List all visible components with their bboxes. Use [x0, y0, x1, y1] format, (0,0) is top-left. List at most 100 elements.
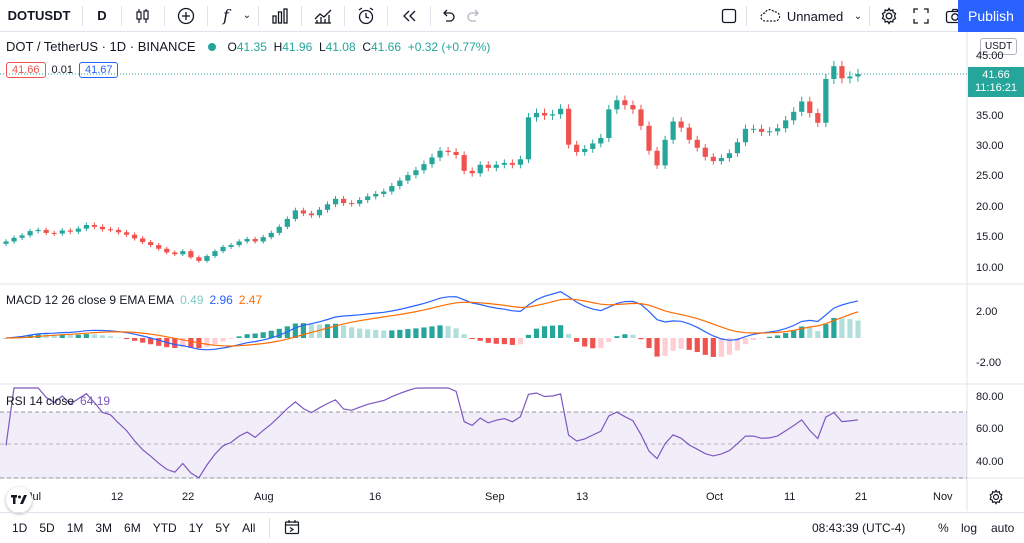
range-5d[interactable]: 5D [39, 521, 55, 535]
candle-body [300, 210, 306, 214]
macd-histogram [3, 317, 861, 357]
auto-scale-toggle[interactable]: auto [991, 521, 1015, 535]
macd-hist-bar [477, 338, 483, 341]
macd-hist-bar [172, 338, 178, 349]
macd-title[interactable]: MACD 12 26 close 9 EMA EMA [6, 293, 175, 307]
candle-body [437, 150, 443, 158]
symbol-search-button[interactable]: DOTUSDT [7, 8, 71, 23]
macd-hist-bar [590, 338, 596, 349]
rsi-title[interactable]: RSI 14 close [6, 394, 75, 408]
macd-hist-bar [831, 317, 837, 338]
templates-button[interactable] [263, 0, 297, 32]
undo-button[interactable] [435, 0, 461, 32]
time-tick: 11 [784, 491, 796, 503]
candle-body [405, 175, 411, 181]
price-tick: 25.00 [976, 170, 1004, 182]
candle-body [429, 157, 435, 165]
range-ytd[interactable]: YTD [152, 521, 177, 535]
chart-area[interactable]: DOT / TetherUS · 1D · BINANCE O41.35 H41… [0, 32, 1024, 513]
candle-body [791, 111, 797, 121]
macd-hist-bar [710, 338, 716, 357]
candles-icon [136, 8, 149, 23]
macd-hist-bar [300, 323, 306, 338]
candle-body [357, 200, 363, 204]
layout-name-button[interactable]: Unnamed [751, 0, 851, 32]
macd-hist-bar [268, 330, 274, 338]
chevron-down-icon[interactable]: ⌄ [242, 10, 252, 21]
macd-hist-bar [316, 324, 323, 338]
replay-button[interactable] [392, 0, 426, 32]
chevron-down-icon[interactable]: ⌄ [853, 10, 863, 22]
macd-hist-bar [115, 337, 122, 339]
macd-hist-bar [630, 334, 636, 338]
fullscreen-select-button[interactable] [716, 0, 742, 32]
bar-chart-icon [272, 7, 288, 24]
layout-name: Unnamed [786, 8, 844, 24]
range-1y[interactable]: 1Y [188, 521, 204, 535]
chart-canvas[interactable] [0, 32, 1024, 511]
publish-button[interactable]: Publish [958, 0, 1024, 32]
financials-button[interactable] [306, 0, 340, 32]
candle-body [340, 198, 347, 204]
range-5y[interactable]: 5Y [215, 521, 231, 535]
macd-hist-bar [766, 336, 773, 338]
compare-button[interactable] [169, 0, 203, 32]
candle-body [196, 257, 202, 261]
range-1m[interactable]: 1M [66, 521, 84, 535]
settings-button[interactable] [874, 0, 904, 32]
macd-hist-bar [839, 318, 845, 338]
tradingview-logo-icon[interactable] [6, 487, 32, 513]
candle-body [654, 150, 660, 166]
macd-hist-bar [541, 326, 548, 338]
currency-badge[interactable]: USDT [980, 38, 1018, 55]
candle-body [397, 180, 403, 187]
macd-hist-bar [807, 327, 813, 338]
series-title[interactable]: DOT / TetherUS · 1D · BINANCE [6, 39, 196, 54]
candle-body [598, 137, 604, 144]
macd-hist-bar [501, 338, 507, 345]
ohlc-values: O41.35 H41.96 L41.08 C41.66 +0.32 (+0.77… [227, 39, 491, 54]
alert-button[interactable] [349, 0, 383, 32]
chart-type-button[interactable] [126, 0, 160, 32]
percent-scale-toggle[interactable]: % [938, 521, 949, 535]
candles-series [3, 60, 861, 263]
macd-hist-bar [686, 338, 692, 350]
buy-price-box[interactable]: 41.67 [78, 62, 119, 78]
sell-price-box[interactable]: 41.66 [6, 62, 46, 78]
range-6m[interactable]: 6M [124, 521, 141, 535]
candle-body [662, 139, 668, 166]
range-1d[interactable]: 1D [12, 521, 28, 535]
divider [258, 5, 259, 26]
goto-date-button[interactable] [284, 519, 300, 538]
candle-body [566, 108, 572, 145]
macd-hist-bar [493, 338, 499, 344]
interval-button[interactable]: D [97, 8, 107, 23]
macd-hist-bar [758, 338, 765, 339]
time-axis-settings[interactable] [988, 489, 1004, 508]
macd-hist-bar [847, 319, 853, 338]
divider [207, 5, 208, 26]
candle-body [132, 234, 138, 239]
fullscreen-button[interactable] [904, 0, 938, 32]
macd-hist-bar [678, 338, 684, 349]
candle-body [558, 108, 564, 115]
indicators-button[interactable]: f [223, 6, 229, 25]
bottom-toolbar: 1D 5D 1M 3M 6M YTD 1Y 5Y All 08:43:39 (U… [0, 512, 1024, 543]
macd-hist-bar [59, 334, 65, 338]
range-3m[interactable]: 3M [95, 521, 113, 535]
macd-hist-bar [654, 338, 660, 357]
clock-timezone[interactable]: 08:43:39 (UTC-4) [812, 521, 906, 535]
range-all[interactable]: All [242, 521, 256, 535]
macd-hist-bar [638, 338, 644, 340]
candle-body [525, 117, 532, 160]
redo-icon [467, 9, 479, 22]
macd-hist-bar [389, 330, 395, 338]
log-scale-toggle[interactable]: log [961, 521, 978, 535]
market-status-dot[interactable] [207, 42, 216, 51]
macd-hist-bar [91, 334, 98, 338]
macd-hist-bar [799, 326, 805, 338]
macd-hist-bar [123, 338, 130, 340]
price-tick: 15.00 [976, 231, 1004, 243]
redo-button[interactable] [461, 0, 487, 32]
candle-body [212, 251, 218, 257]
